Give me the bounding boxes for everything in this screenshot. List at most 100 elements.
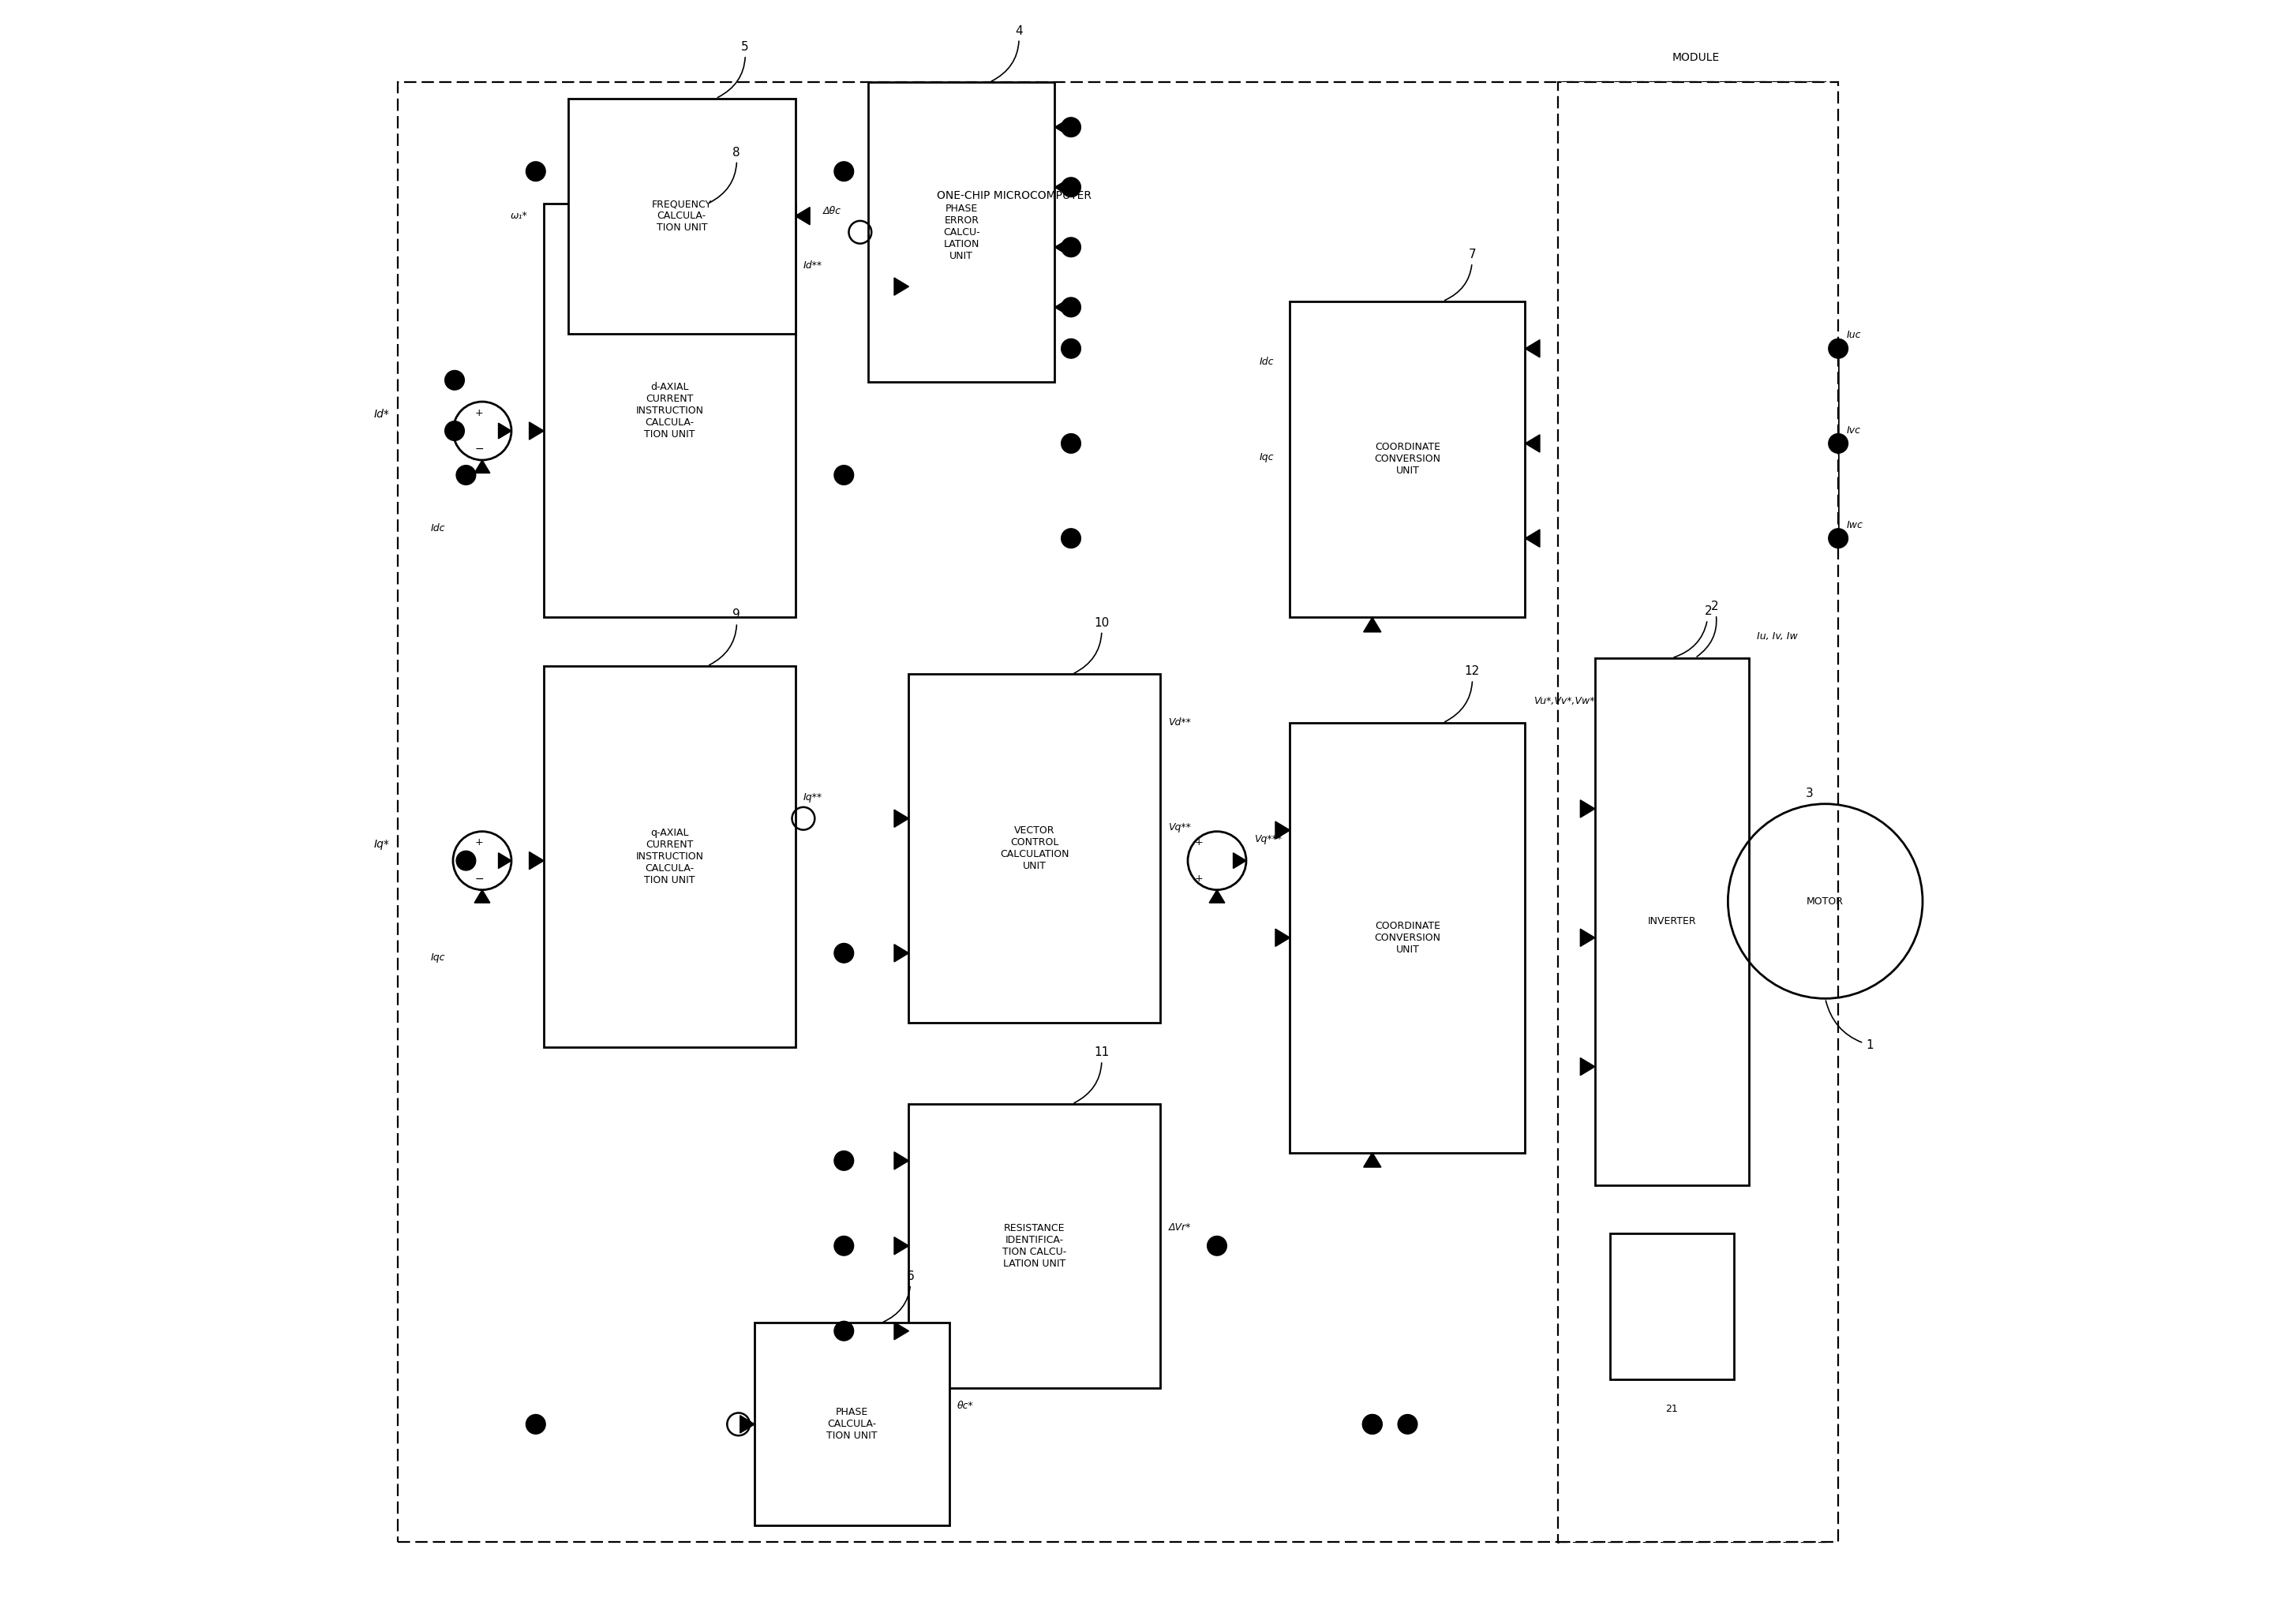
Text: VECTOR
CONTROL
CALCULATION
UNIT: VECTOR CONTROL CALCULATION UNIT: [1000, 825, 1068, 872]
Text: 2: 2: [1675, 606, 1711, 658]
Circle shape: [526, 162, 545, 182]
Polygon shape: [474, 890, 490, 903]
Polygon shape: [474, 460, 490, 473]
Circle shape: [1364, 1415, 1382, 1434]
Circle shape: [835, 466, 853, 486]
Text: Iq*: Iq*: [373, 840, 389, 849]
Text: +: +: [1194, 838, 1203, 848]
Circle shape: [455, 851, 476, 870]
Circle shape: [835, 1236, 853, 1255]
Polygon shape: [895, 810, 908, 827]
Polygon shape: [895, 1237, 908, 1255]
Circle shape: [1828, 339, 1849, 359]
Polygon shape: [1526, 339, 1540, 357]
Text: COORDINATE
CONVERSION
UNIT: COORDINATE CONVERSION UNIT: [1375, 921, 1441, 955]
Bar: [755, 1324, 950, 1525]
Text: MODULE: MODULE: [1673, 52, 1718, 63]
Polygon shape: [895, 278, 908, 296]
Text: 12: 12: [1444, 666, 1480, 721]
Text: 10: 10: [1073, 617, 1110, 674]
Text: 7: 7: [1444, 248, 1476, 300]
Text: Iwc: Iwc: [1846, 520, 1862, 529]
Circle shape: [835, 944, 853, 963]
Polygon shape: [1055, 299, 1068, 315]
Text: MOTOR: MOTOR: [1808, 896, 1844, 906]
Bar: [867, 83, 1055, 382]
Polygon shape: [1055, 179, 1068, 195]
Polygon shape: [1581, 1057, 1595, 1075]
Text: Vq***: Vq***: [1254, 835, 1281, 844]
Polygon shape: [796, 208, 810, 224]
Polygon shape: [1055, 239, 1068, 255]
Text: COORDINATE
CONVERSION
UNIT: COORDINATE CONVERSION UNIT: [1375, 442, 1441, 476]
Polygon shape: [1364, 617, 1382, 632]
Text: Iu, Iv, Iw: Iu, Iv, Iw: [1757, 632, 1798, 641]
Text: 1: 1: [1826, 1000, 1874, 1051]
Circle shape: [1062, 177, 1080, 197]
Polygon shape: [895, 1151, 908, 1169]
Polygon shape: [529, 853, 545, 869]
Circle shape: [1062, 237, 1080, 257]
Circle shape: [1208, 1236, 1226, 1255]
Text: FREQUENCY
CALCULA-
TION UNIT: FREQUENCY CALCULA- TION UNIT: [652, 200, 712, 232]
Text: Iq**: Iq**: [803, 793, 821, 802]
Circle shape: [444, 370, 464, 390]
Bar: [545, 666, 796, 1047]
Text: 3: 3: [1805, 788, 1814, 799]
Circle shape: [1062, 339, 1080, 359]
Text: q-AXIAL
CURRENT
INSTRUCTION
CALCULA-
TION UNIT: q-AXIAL CURRENT INSTRUCTION CALCULA- TIO…: [636, 828, 702, 885]
Text: Iqc: Iqc: [1258, 451, 1274, 463]
Circle shape: [1828, 528, 1849, 547]
Text: Idc: Idc: [1258, 357, 1274, 367]
Text: Δθc: Δθc: [824, 206, 840, 216]
Polygon shape: [1581, 801, 1595, 817]
Text: 4: 4: [991, 24, 1023, 81]
Circle shape: [1828, 434, 1849, 453]
Circle shape: [1062, 528, 1080, 547]
Polygon shape: [1581, 929, 1595, 947]
Bar: [1558, 83, 1837, 1541]
Bar: [1611, 1234, 1734, 1380]
Polygon shape: [1055, 120, 1068, 135]
Text: Id*: Id*: [373, 409, 389, 421]
Polygon shape: [1233, 853, 1247, 869]
Circle shape: [835, 1151, 853, 1171]
Polygon shape: [1364, 1153, 1382, 1168]
Text: ΔVr*: ΔVr*: [1169, 1223, 1190, 1233]
Text: −: −: [474, 443, 483, 455]
Text: 5: 5: [718, 41, 748, 97]
Text: Iuc: Iuc: [1846, 330, 1860, 341]
Circle shape: [835, 162, 853, 182]
Text: 21: 21: [1666, 1405, 1677, 1415]
Text: θc*: θc*: [956, 1402, 975, 1411]
Circle shape: [455, 466, 476, 486]
Polygon shape: [895, 1322, 908, 1340]
Bar: [567, 99, 796, 333]
Polygon shape: [895, 944, 908, 961]
Text: RESISTANCE
IDENTIFICA-
TION CALCU-
LATION UNIT: RESISTANCE IDENTIFICA- TION CALCU- LATIO…: [1002, 1223, 1066, 1268]
Bar: [1290, 300, 1526, 617]
Text: +: +: [476, 408, 483, 417]
Polygon shape: [1274, 929, 1290, 947]
Text: ω₁*: ω₁*: [510, 211, 529, 221]
Circle shape: [835, 1322, 853, 1341]
Polygon shape: [499, 853, 513, 869]
Text: +: +: [476, 838, 483, 848]
Text: +: +: [1194, 874, 1203, 883]
Circle shape: [1364, 1415, 1382, 1434]
Text: PHASE
CALCULA-
TION UNIT: PHASE CALCULA- TION UNIT: [826, 1408, 879, 1440]
Text: d-AXIAL
CURRENT
INSTRUCTION
CALCULA-
TION UNIT: d-AXIAL CURRENT INSTRUCTION CALCULA- TIO…: [636, 382, 702, 440]
Text: Ivc: Ivc: [1846, 425, 1860, 435]
Text: 6: 6: [883, 1270, 915, 1322]
Text: INVERTER: INVERTER: [1647, 916, 1695, 927]
Text: Vd**: Vd**: [1169, 718, 1192, 728]
Text: Id**: Id**: [803, 260, 821, 270]
Polygon shape: [1526, 529, 1540, 547]
Bar: [1595, 658, 1748, 1186]
Polygon shape: [529, 422, 545, 440]
Bar: [908, 674, 1160, 1023]
Text: 9: 9: [709, 609, 741, 666]
Bar: [545, 205, 796, 617]
Text: ONE-CHIP MICROCOMPUTER: ONE-CHIP MICROCOMPUTER: [936, 190, 1091, 201]
Bar: [398, 83, 1826, 1541]
